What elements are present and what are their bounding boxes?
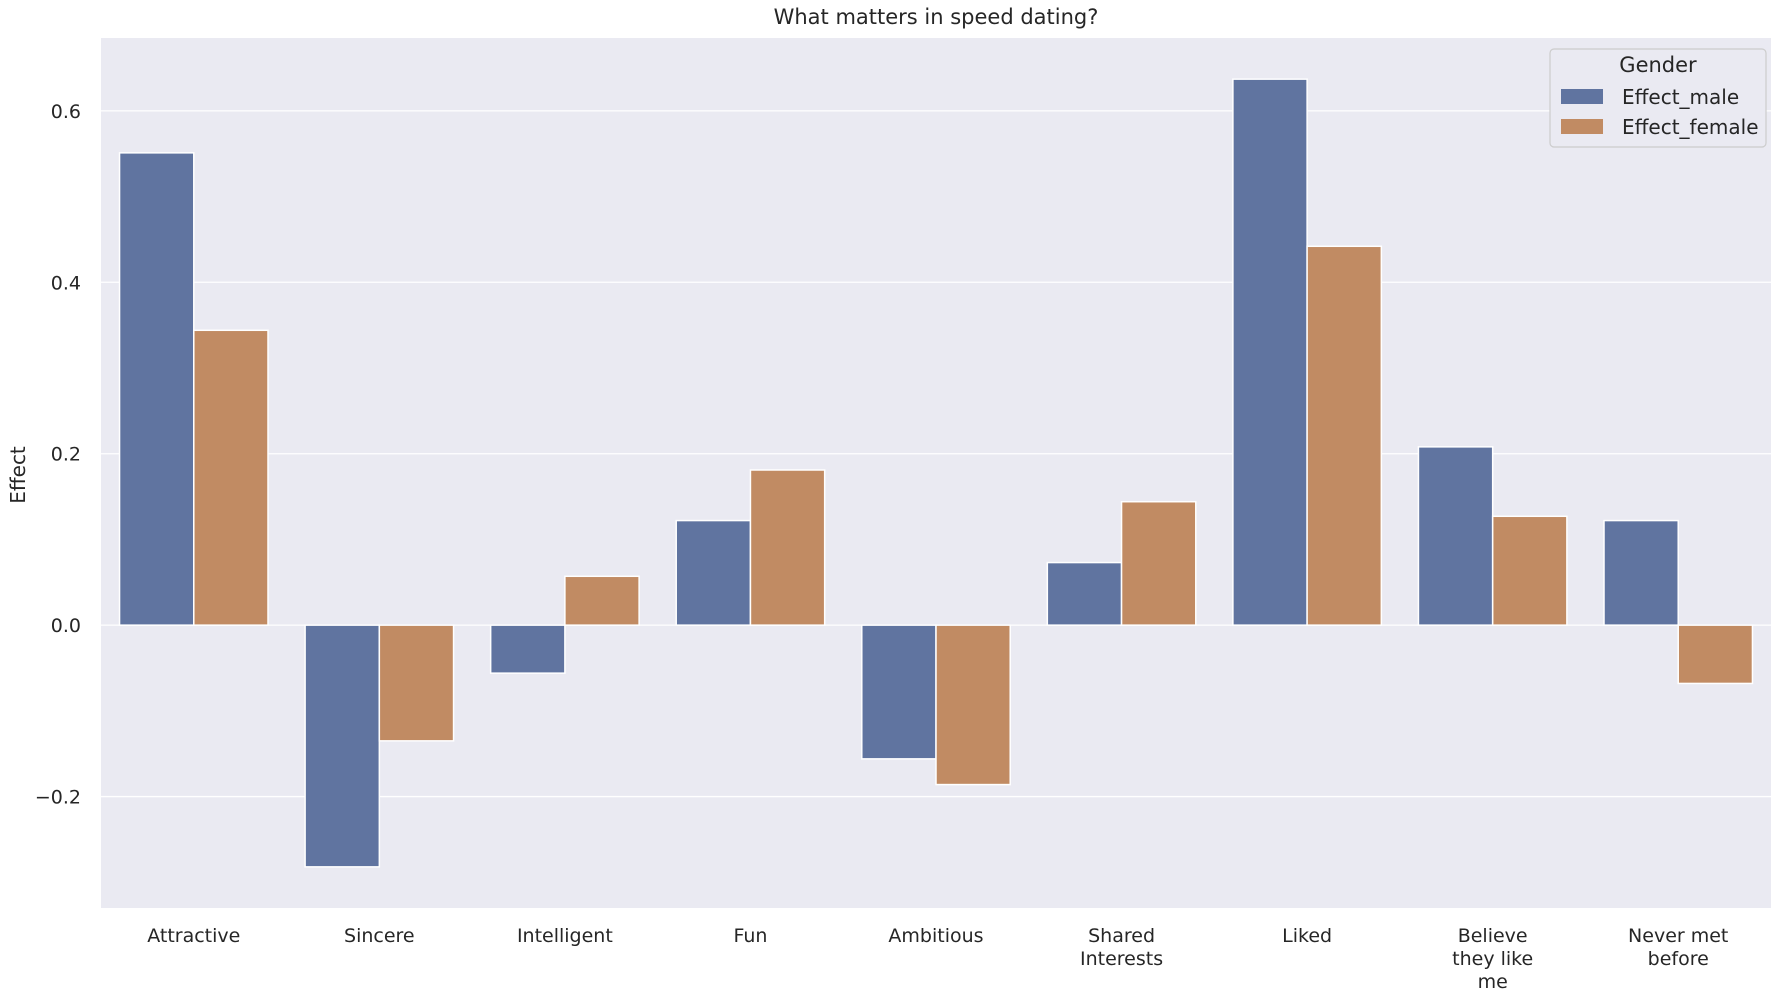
y-tick-label: 0.2 (51, 444, 81, 466)
bar-effect-male (675, 519, 752, 626)
y-axis-ticks: −0.2 0.0 0.2 0.4 0.6 (35, 101, 81, 809)
legend-title: Gender (1619, 53, 1697, 77)
x-tick-label: Attractive (147, 925, 240, 947)
x-tick-label: Shared Interests (1080, 925, 1163, 970)
y-tick-label: 0.4 (51, 272, 81, 294)
x-tick-label: Intelligent (517, 925, 613, 947)
x-tick-label: Fun (733, 925, 767, 947)
bars (118, 78, 1754, 868)
legend-box (1549, 48, 1767, 148)
bar-effect-female (1306, 245, 1383, 626)
legend-swatch (1561, 89, 1603, 104)
x-axis-ticks: Attractive Sincere Intelligent Fun Ambitious… (147, 925, 1728, 992)
bar-effect-female (1120, 500, 1197, 626)
y-tick-label: −0.2 (35, 787, 81, 809)
bar-effect-male (861, 624, 937, 760)
bar-effect-female (749, 469, 826, 626)
bar-effect-female (1491, 515, 1568, 626)
legend-swatch (1561, 119, 1603, 134)
bar-effect-female (378, 624, 455, 742)
bar-effect-female (1677, 624, 1754, 685)
chart-title: What matters in speed dating? (774, 5, 1099, 29)
bar-effect-male (118, 152, 195, 626)
x-tick-label: Never met before (1628, 925, 1728, 970)
legend: Gender Effect_male Effect_female (1549, 48, 1767, 148)
y-tick-label: 0.6 (51, 101, 81, 123)
legend-label: Effect_male (1622, 85, 1739, 109)
bar-effect-female (935, 624, 1011, 786)
bar-effect-male (1232, 78, 1308, 626)
bar-effect-male (489, 624, 566, 674)
x-tick-label: Sincere (344, 925, 415, 947)
bar-effect-male (304, 624, 381, 868)
y-axis-title: Effect (6, 446, 30, 504)
bar-effect-male (1417, 446, 1494, 626)
x-tick-label: Ambitious (888, 925, 983, 947)
bar-effect-female (193, 329, 269, 626)
bar-effect-female (564, 575, 640, 626)
x-tick-label: Liked (1282, 925, 1332, 947)
y-tick-label: 0.0 (51, 615, 81, 637)
bar-effect-male (1046, 561, 1123, 626)
legend-label: Effect_female (1622, 115, 1759, 139)
bar-effect-male (1603, 519, 1679, 626)
x-tick-label: Believe they like me (1452, 925, 1533, 992)
